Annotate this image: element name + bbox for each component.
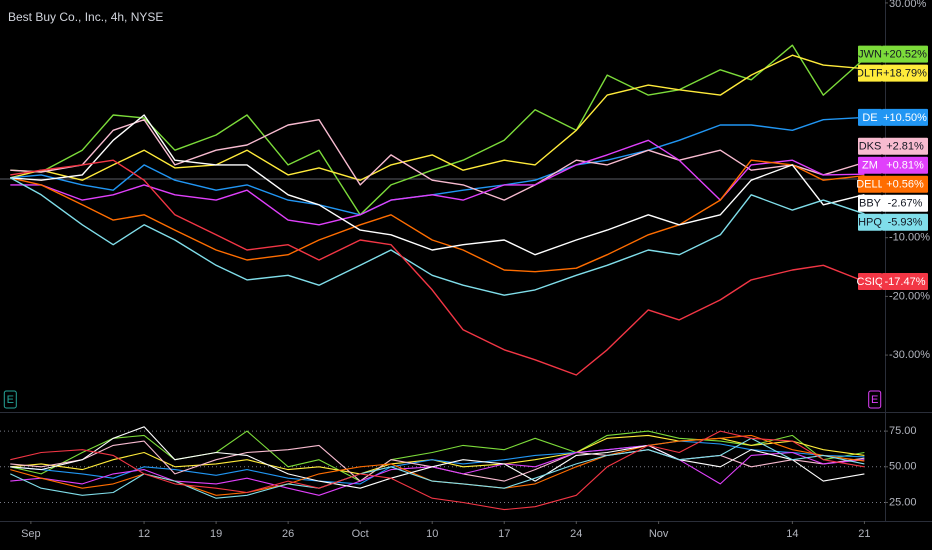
y-tick-label: 25.00 [889,496,917,508]
series-line [10,430,865,482]
legend-name-box [858,273,882,291]
legend-name-box [858,175,882,193]
earnings-label: E [7,394,14,406]
earnings-marker: E [3,390,17,409]
last-value-label: DLTR +18.79% [856,64,928,82]
y-tick-label: 30.00% [889,0,927,10]
y-tick-label: -20.00% [889,290,930,302]
x-tick-label: 14 [786,528,798,540]
last-value-label: JWN +20.52% [858,45,928,63]
last-value-label: DKS +2.81% [858,137,928,155]
series-line [10,54,865,181]
legend-name-box [858,64,882,82]
series-line [10,159,865,376]
x-tick-label: 10 [426,528,438,540]
earnings-box [3,390,17,409]
legend-name-box [858,194,882,212]
legend-name: DLTR [856,68,884,80]
legend-name: HPQ [858,217,882,229]
series-line [10,159,865,273]
y-tick-label: 50.00 [889,461,917,473]
last-value-text: +0.56% [886,179,924,191]
last-value-box [882,64,928,82]
x-tick-label: Sep [21,528,41,540]
x-tick-label: 24 [570,528,582,540]
last-value-box [882,156,928,174]
last-value-box [882,213,928,231]
last-value-text: +10.50% [883,112,927,124]
legend-name-box [858,137,882,155]
last-value-box [882,194,928,212]
x-tick-label: 21 [858,528,870,540]
legend-name: ZM [862,160,878,172]
last-value-label: CSIQ -17.47% [857,273,928,291]
series-line [9,177,865,296]
last-value-box [882,175,928,193]
last-value-text: -17.47% [885,276,926,288]
x-tick-label: 19 [210,528,222,540]
earnings-marker: E [868,390,882,409]
legend-name: DKS [859,141,882,153]
last-value-text: +20.52% [883,49,927,61]
x-tick-label: 26 [282,528,294,540]
series-line [10,430,865,511]
legend-name: DELL [856,179,884,191]
series-line [10,119,865,201]
last-value-label: DE +10.50% [858,108,928,126]
x-tick-label: 17 [498,528,510,540]
chart-title: Best Buy Co., Inc., 4h, NYSE [8,10,163,24]
last-value-text: -2.67% [888,198,923,210]
last-value-text: -5.93% [888,217,923,229]
last-value-text: +0.81% [886,160,924,172]
last-value-box [882,45,928,63]
series-line [10,116,865,216]
legend-name-box [858,45,882,63]
x-tick-label: Nov [649,528,669,540]
last-value-box [882,137,928,155]
series-line [10,114,865,256]
y-tick-label: -10.00% [889,232,930,244]
earnings-label: E [871,394,878,406]
legend-name-box [858,108,882,126]
legend-name: JWN [858,49,882,61]
last-value-label: HPQ -5.93% [858,213,928,231]
x-tick-label: 12 [138,528,150,540]
series-line [10,440,865,485]
legend-name-box [858,213,882,231]
last-value-text: +18.79% [883,68,927,80]
last-value-label: ZM +0.81% [858,156,928,174]
y-tick-label: -30.00% [889,349,930,361]
legend-name: DE [862,112,877,124]
x-tick-label: Oct [352,528,369,540]
last-value-label: BBY -2.67% [858,194,928,212]
series-line [10,426,865,489]
series-line [10,44,865,216]
legend-name-box [858,156,882,174]
legend-name: CSIQ [857,276,884,288]
last-value-box [882,273,928,291]
last-value-box [882,108,928,126]
last-value-label: DELL +0.56% [856,175,928,193]
y-tick-label: 75.00 [889,425,917,437]
last-value-text: +2.81% [886,141,924,153]
earnings-box [868,390,882,409]
legend-name: BBY [859,198,882,210]
